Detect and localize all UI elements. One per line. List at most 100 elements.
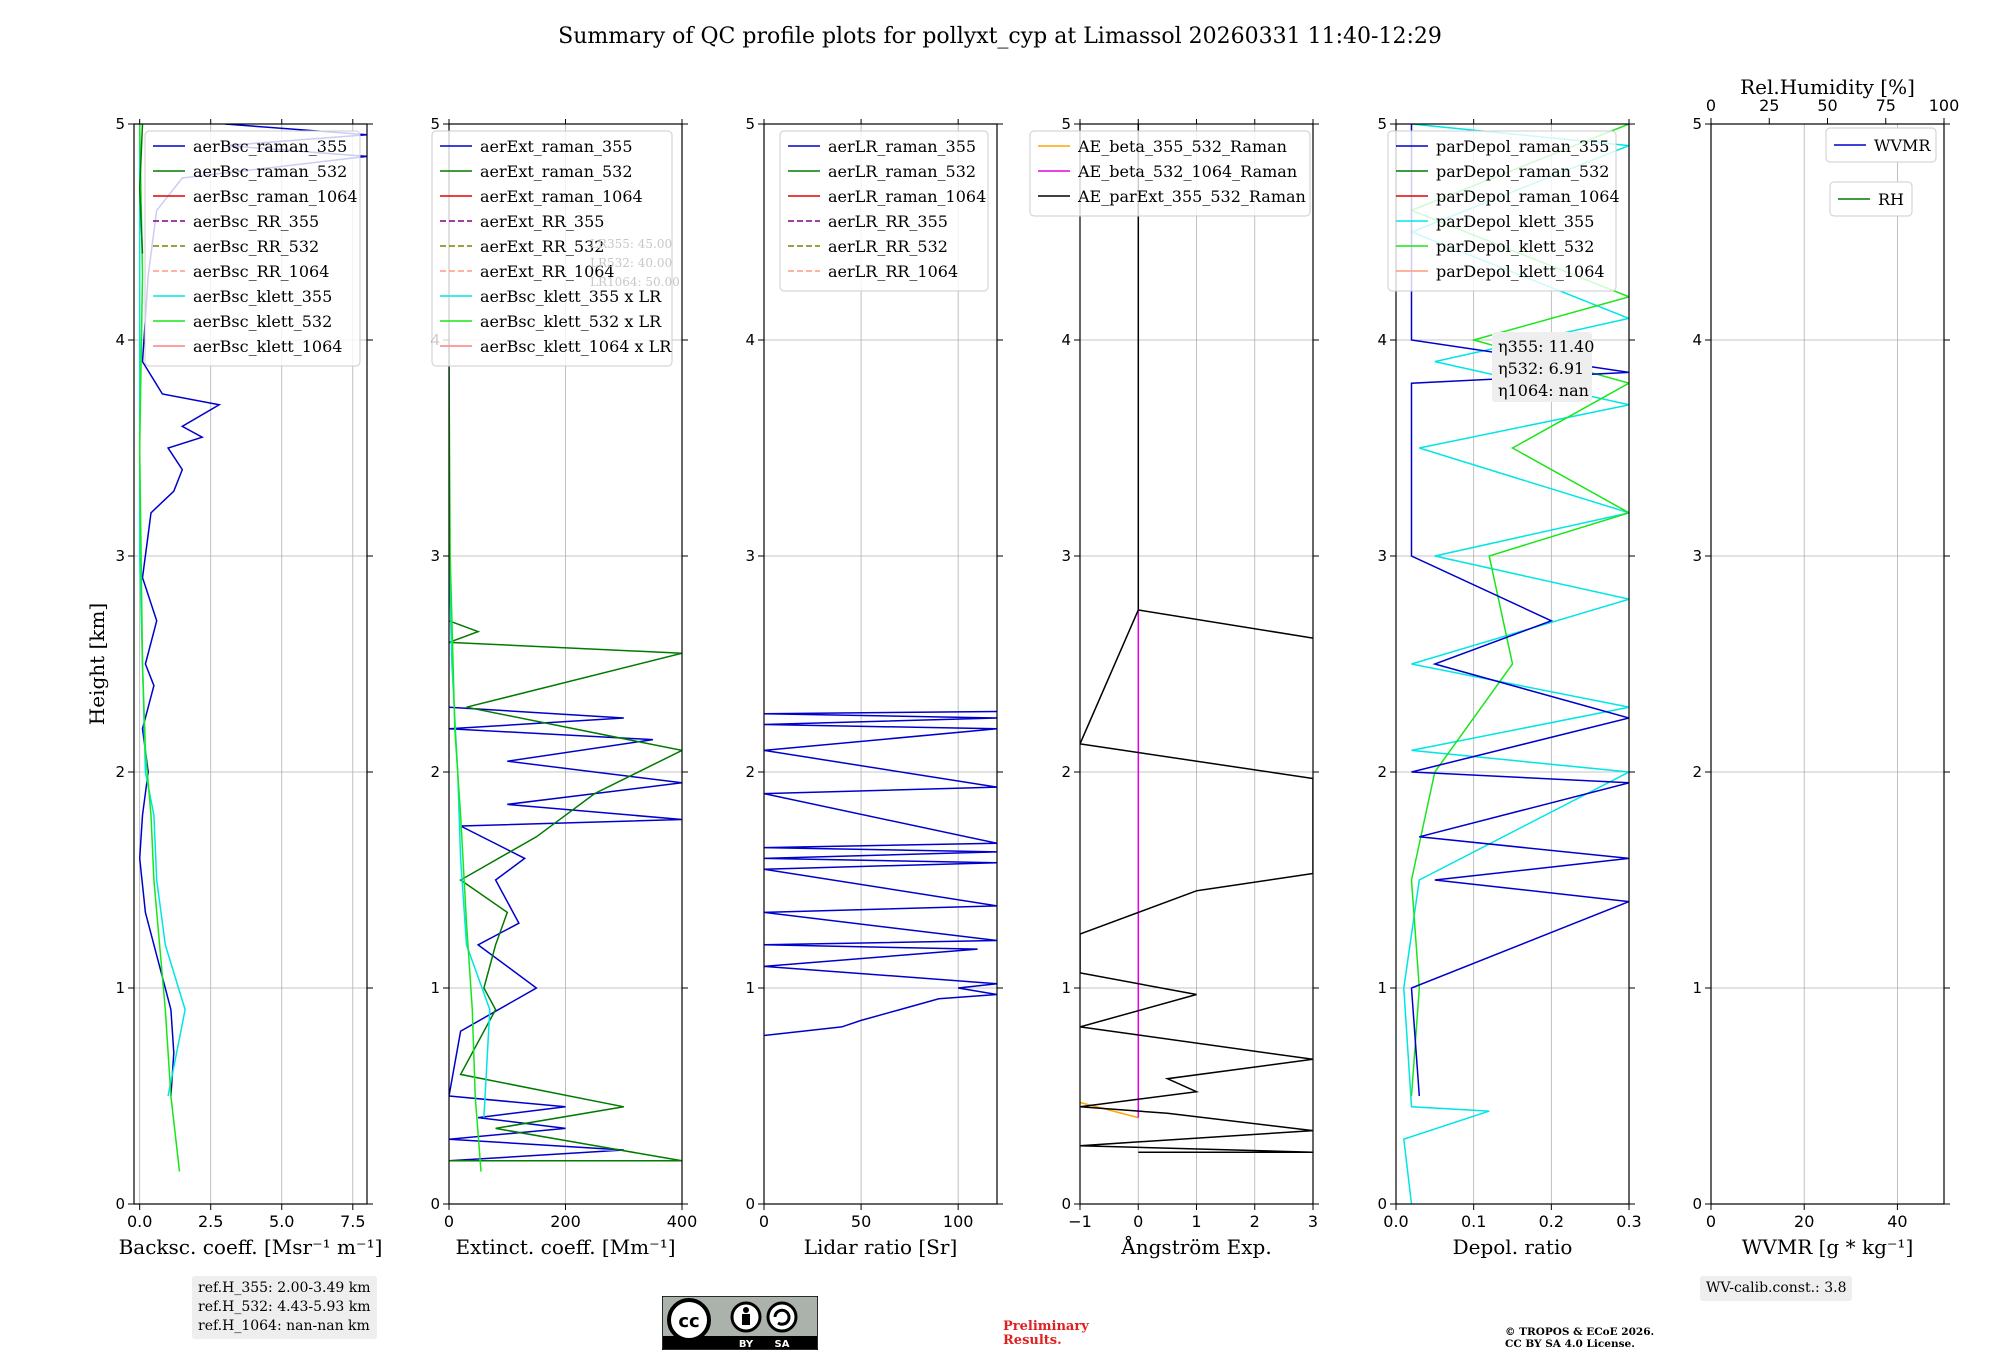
y-tick-label: 3	[1692, 547, 1702, 565]
x-tick-label: 20	[1794, 1212, 1814, 1231]
x-tick-label: 0	[759, 1212, 769, 1231]
x-tick-label: 1	[1191, 1212, 1201, 1231]
y-tick-label: 1	[115, 979, 125, 997]
legend-ext: aerExt_raman_355 aerExt_raman_532 aerExt_r…	[431, 130, 673, 367]
reference-heights-box: ref.H_355: 2.00-3.49 km ref.H_532: 4.43-…	[192, 1276, 377, 1339]
y-tick-label: 2	[1061, 763, 1071, 781]
x-axis-label: Backsc. coeff. [Msr⁻¹ m⁻¹]	[119, 1235, 383, 1259]
series-line-aerBsc_klett_532	[138, 124, 181, 1172]
top-tick-label: 50	[1817, 96, 1837, 115]
x-tick-label: 0	[1133, 1212, 1143, 1231]
legend-entry: aerLR_raman_355	[828, 137, 976, 156]
series-line-parDepol_raman_355	[1410, 124, 1629, 1097]
y-tick-label: 4	[1061, 331, 1071, 349]
legend-entry: aerBsc_klett_532 x LR	[480, 312, 662, 331]
legend-entry: aerExt_raman_355	[480, 137, 633, 156]
x-tick-label: 50	[851, 1212, 871, 1231]
top-axis-label: Rel.Humidity [%]	[1740, 75, 1915, 99]
axes-frame	[133, 123, 368, 1205]
legend-wv: WVMR RH	[1825, 127, 1937, 217]
series-line-aerBsc_raman_532	[138, 124, 144, 254]
lr-annotation: LR355: 45.00	[590, 237, 672, 251]
y-tick-label: 4	[115, 331, 125, 349]
eta-annotation-box	[1492, 332, 1592, 402]
legend-entry: parDepol_klett_355	[1436, 212, 1594, 231]
legend-entry: parDepol_raman_532	[1436, 162, 1609, 181]
y-tick-label: 3	[1061, 547, 1071, 565]
legend-box	[144, 130, 361, 367]
legend-entry: aerBsc_klett_355 x LR	[480, 287, 662, 306]
lr-annotation: LR1064: 50.00	[590, 275, 680, 289]
eta-annotation: η532: 6.91	[1498, 359, 1584, 378]
cc-logo-text: cc	[678, 1311, 699, 1332]
y-tick-label: 4	[1377, 331, 1387, 349]
series-group	[1080, 124, 1313, 1153]
x-axis-label: Ångström Exp.	[1120, 1234, 1271, 1259]
legend-box	[1387, 130, 1617, 292]
legend-entry: aerExt_raman_532	[480, 162, 633, 181]
x-tick-label: 0.3	[1616, 1212, 1641, 1231]
cc-sa-label: SA	[775, 1339, 790, 1350]
legend-entry: parDepol_raman_1064	[1436, 187, 1620, 206]
legend-entry: aerLR_raman_1064	[828, 187, 986, 206]
axes-frame	[1395, 123, 1630, 1205]
y-tick-label: 5	[1061, 115, 1071, 133]
legend-entry: parDepol_raman_355	[1436, 137, 1609, 156]
lr-annotation: LR532: 40.00	[590, 256, 672, 270]
legend-entry: AE_beta_355_532_Raman	[1077, 137, 1287, 156]
legend-box-rh	[1829, 181, 1913, 217]
legend-entry: AE_beta_532_1064_Raman	[1077, 162, 1297, 181]
x-tick-label: 7.5	[340, 1212, 365, 1231]
y-tick-label: 0	[430, 1195, 440, 1213]
legend-entry: parDepol_klett_532	[1436, 237, 1594, 256]
legend-entry-rh: RH	[1878, 190, 1904, 209]
legend-entry: aerBsc_raman_1064	[193, 187, 358, 206]
series-line-parDepol_klett_532	[1409, 124, 1629, 1097]
panel-depol: 0.0 0.1 0.2 0.3 0 1 2 3 4 5 Depol. ratio parDepol_r…	[1377, 115, 1641, 1259]
y-tick-label: 4	[745, 331, 755, 349]
legend-entry: aerExt_RR_532	[480, 237, 604, 256]
x-tick-label: 0.1	[1461, 1212, 1486, 1231]
legend-entry: aerBsc_klett_1064	[193, 337, 342, 356]
x-tick-label: 0.0	[127, 1212, 152, 1231]
legend-entry: aerLR_RR_355	[828, 212, 948, 231]
top-tick-label: 100	[1929, 96, 1960, 115]
y-tick-label: 3	[430, 547, 440, 565]
cc-license-badge: cc BY SA	[662, 1296, 818, 1350]
y-tick-label: 1	[745, 979, 755, 997]
y-tick-label: 2	[430, 763, 440, 781]
legend-entry: aerLR_RR_532	[828, 237, 948, 256]
y-tick-label: 0	[1061, 1195, 1071, 1213]
legend-entry: AE_parExt_355_532_Raman	[1077, 187, 1306, 206]
top-tick-label: 25	[1759, 96, 1779, 115]
x-tick-label: 0	[1706, 1212, 1716, 1231]
legend-bsc: aerBsc_raman_355 aerBsc_raman_532 aerBsc_r…	[144, 130, 361, 367]
x-axis-label: Lidar ratio [Sr]	[804, 1235, 958, 1259]
x-axis-label: WVMR [g * kg⁻¹]	[1742, 1235, 1914, 1259]
series-line-aerExt_raman_532	[449, 620, 682, 1162]
legend-entry: aerBsc_RR_1064	[193, 262, 329, 281]
axes-frame	[763, 123, 998, 1205]
x-axis-label: Depol. ratio	[1453, 1235, 1573, 1259]
y-tick-label: 0	[115, 1195, 125, 1213]
legend-lr: aerLR_raman_355 aerLR_raman_532 aerLR_rama…	[779, 130, 989, 292]
x-tick-label: 100	[943, 1212, 974, 1231]
x-tick-label: 5.0	[269, 1212, 294, 1231]
y-tick-label: 3	[1377, 547, 1387, 565]
wv-calibration-constant: WV-calib.const.: 3.8	[1700, 1276, 1853, 1301]
x-tick-label: 3	[1308, 1212, 1318, 1231]
legend-entry: aerExt_RR_355	[480, 212, 604, 231]
x-tick-label: 2	[1250, 1212, 1260, 1231]
legend-ae: AE_beta_355_532_Raman AE_beta_532_1064_Ra…	[1029, 130, 1311, 217]
x-tick-label: 0.0	[1383, 1212, 1408, 1231]
x-tick-label: 0	[444, 1212, 454, 1231]
y-tick-label: 4	[1692, 331, 1702, 349]
panel-bsc: 0.0 2.5 5.0 7.5 0 1 2 3 4 5 Backsc. coeff. [Msr⁻¹ …	[85, 115, 382, 1259]
series-group	[764, 710, 997, 1037]
y-tick-label: 1	[430, 979, 440, 997]
series-line-aerLR_raman_355	[764, 710, 997, 1037]
x-tick-label: 400	[667, 1212, 698, 1231]
series-group	[1402, 124, 1629, 1204]
legend-entry: aerExt_RR_1064	[480, 262, 615, 281]
